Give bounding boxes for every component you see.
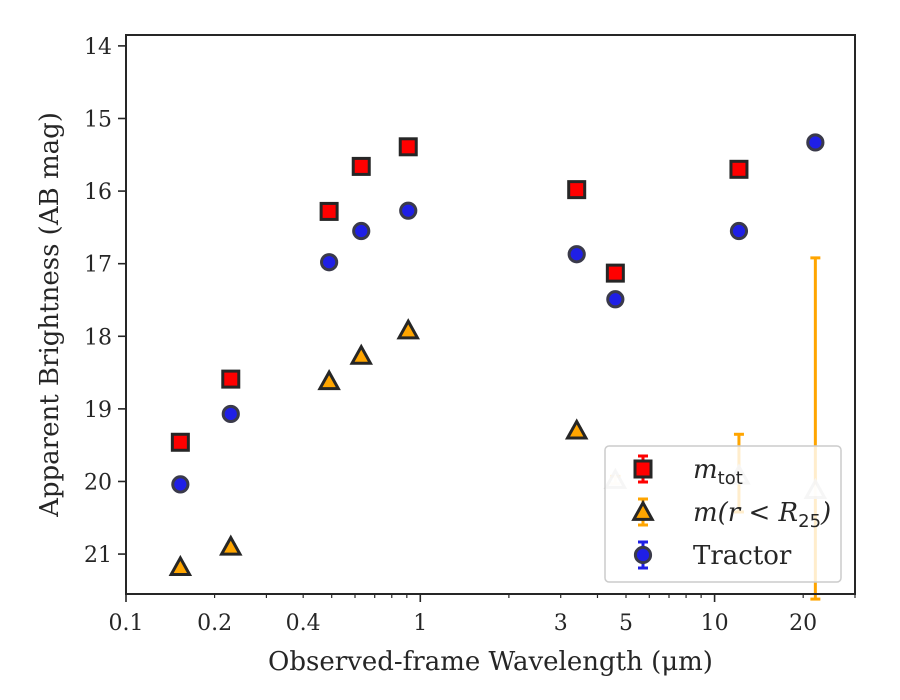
data-point-square — [567, 180, 587, 200]
legend-label-main: Tractor — [693, 541, 792, 571]
data-point-circle — [320, 253, 339, 272]
y-tick-label: 18 — [84, 325, 112, 350]
data-point-triangle — [349, 343, 373, 365]
legend-label-subscript: 25 — [798, 511, 821, 532]
data-point-square — [351, 156, 371, 176]
x-tick-label: 5 — [619, 611, 633, 636]
x-tick-label: 0.1 — [109, 611, 144, 636]
legend-entry-label: m(r < R25) — [693, 498, 831, 532]
data-point-triangle — [564, 418, 589, 440]
legend-label-rest: ) — [820, 498, 831, 528]
data-point-square — [605, 263, 625, 283]
data-point-circle — [221, 404, 240, 424]
y-axis-label: Apparent Brightness (AB mag) — [35, 112, 65, 518]
x-tick-label: 0.4 — [286, 611, 321, 636]
x-axis-label: Observed-frame Wavelength (μm) — [268, 647, 713, 677]
legend-marker-square — [633, 459, 653, 479]
data-point-square — [729, 159, 749, 179]
data-point-triangle — [317, 369, 341, 391]
data-point-triangle — [168, 554, 193, 576]
data-point-circle — [806, 133, 825, 152]
x-tick-label: 0.2 — [197, 611, 232, 636]
y-tick-label: 14 — [84, 35, 112, 60]
legend-label-main: m — [693, 455, 718, 485]
data-point-circle — [729, 221, 749, 241]
data-point-circle — [606, 290, 625, 309]
legend: mtot m(r < R25) Tractor — [604, 445, 842, 583]
y-tick-label: 21 — [84, 543, 112, 568]
y-tick-label: 15 — [84, 107, 112, 132]
x-tick-label: 10 — [701, 611, 729, 636]
legend-label-main: m(r < R — [693, 498, 798, 528]
series-square — [170, 137, 749, 452]
data-point-square — [221, 369, 241, 389]
data-point-circle — [352, 221, 371, 241]
legend-marker-circle — [633, 545, 653, 565]
data-point-circle — [399, 201, 418, 220]
series-circle — [171, 133, 825, 494]
data-point-circle — [567, 245, 586, 264]
x-tick-label: 3 — [554, 611, 568, 636]
axis-ticks: 0.1 0.2 0.4 1 3 5 10 20 14 15 16 17 18 19 20 21 — [84, 35, 856, 636]
data-point-triangle — [396, 318, 420, 340]
y-tick-label: 20 — [84, 470, 112, 495]
data-point-square — [170, 432, 190, 452]
data-point-square — [398, 137, 418, 157]
legend-marker-triangle — [631, 499, 655, 521]
y-tick-label: 17 — [84, 253, 112, 278]
legend-entry-label: Tractor — [693, 541, 792, 571]
data-point-circle — [171, 475, 190, 494]
legend-label-subscript: tot — [718, 468, 743, 489]
legend-box — [604, 445, 842, 583]
plot-frame — [125, 34, 856, 595]
y-tick-label: 16 — [84, 180, 112, 205]
data-point-square — [319, 201, 339, 221]
data-point-triangle — [219, 534, 243, 556]
x-tick-label: 20 — [789, 611, 817, 636]
x-tick-label: 1 — [413, 611, 427, 636]
legend-entry-label: mtot — [693, 455, 743, 489]
y-tick-label: 19 — [84, 398, 112, 423]
